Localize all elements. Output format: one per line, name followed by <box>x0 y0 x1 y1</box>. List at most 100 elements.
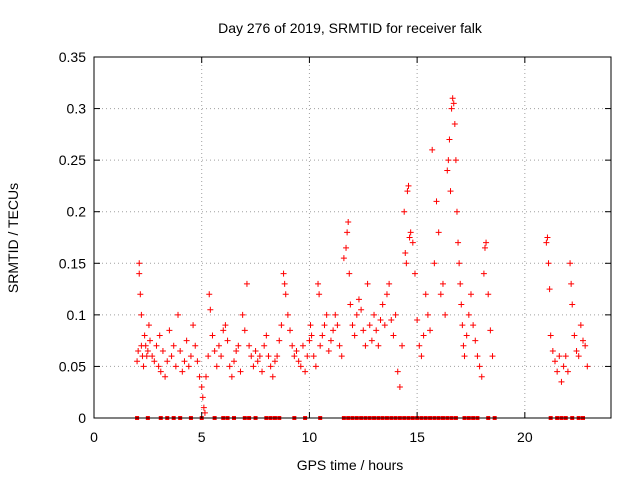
data-point <box>299 342 306 349</box>
data-point <box>460 342 467 349</box>
data-point <box>445 157 452 164</box>
data-point <box>284 311 291 318</box>
x-tick-label: 15 <box>409 429 425 445</box>
data-point <box>478 373 485 380</box>
data-point <box>256 353 263 360</box>
data-point <box>579 337 586 344</box>
data-point <box>155 363 162 370</box>
data-point <box>377 317 384 324</box>
y-tick-label: 0.35 <box>59 49 86 65</box>
data-point <box>190 322 197 329</box>
data-point <box>304 353 311 360</box>
data-point <box>211 347 218 354</box>
data-point <box>224 337 231 344</box>
data-point <box>396 384 403 391</box>
data-point <box>140 363 147 370</box>
data-point <box>546 286 553 293</box>
data-point <box>455 239 462 246</box>
data-point <box>201 409 208 416</box>
data-point <box>142 342 149 349</box>
data-point <box>416 342 423 349</box>
data-point <box>330 327 337 334</box>
data-point <box>319 332 326 339</box>
data-point <box>543 239 550 246</box>
data-point <box>446 136 453 143</box>
data-point <box>149 353 156 360</box>
data-point <box>145 322 152 329</box>
data-point <box>411 270 418 277</box>
data-point <box>209 332 216 339</box>
x-tick-label: 0 <box>90 429 98 445</box>
data-point <box>457 280 464 287</box>
data-point <box>187 353 194 360</box>
data-point <box>246 342 253 349</box>
data-point <box>218 353 225 360</box>
y-tick-label: 0.25 <box>59 152 86 168</box>
data-point <box>220 327 227 334</box>
data-point <box>458 301 465 308</box>
data-point <box>472 337 479 344</box>
data-point <box>402 249 409 256</box>
data-point <box>551 358 558 365</box>
data-point <box>278 322 285 329</box>
data-point <box>456 260 463 267</box>
data-point <box>358 306 365 313</box>
data-point <box>351 332 358 339</box>
data-point <box>344 229 351 236</box>
data-point <box>144 347 151 354</box>
data-point <box>248 353 255 360</box>
x-axis-label: GPS time / hours <box>297 457 404 473</box>
data-point <box>181 358 188 365</box>
data-point <box>480 270 487 277</box>
y-axis-label: SRMTID / TECUs <box>5 183 21 293</box>
data-point <box>206 291 213 298</box>
data-point <box>332 311 339 318</box>
data-point <box>198 384 205 391</box>
data-point <box>135 347 142 354</box>
data-point <box>231 358 238 365</box>
data-point <box>271 358 278 365</box>
data-point <box>418 353 425 360</box>
data-point <box>233 347 240 354</box>
tick-labels: 0 5 10 15 20 0 0.05 0.1 0.15 0.2 0.25 0.3 0.35 <box>59 49 533 445</box>
data-point <box>243 280 250 287</box>
data-point <box>287 327 294 334</box>
data-point <box>293 347 300 354</box>
data-point <box>459 322 466 329</box>
data-point <box>136 270 143 277</box>
data-point <box>259 368 266 375</box>
data-point <box>192 342 199 349</box>
data-point <box>399 342 406 349</box>
data-point <box>336 342 343 349</box>
data-point <box>347 301 354 308</box>
data-point <box>168 353 175 360</box>
data-point <box>321 322 328 329</box>
x-tick-label: 10 <box>302 429 318 445</box>
data-point <box>254 358 261 365</box>
data-point <box>406 234 413 241</box>
data-point <box>485 291 492 298</box>
data-point <box>213 363 220 370</box>
data-point <box>390 332 397 339</box>
data-point <box>196 373 203 380</box>
data-point <box>134 358 141 365</box>
data-point <box>560 363 567 370</box>
data-point <box>435 229 442 236</box>
data-point <box>422 291 429 298</box>
data-point <box>447 188 454 195</box>
data-point <box>401 208 408 215</box>
data-point <box>295 358 302 365</box>
data-point <box>582 342 589 349</box>
data-point <box>562 353 569 360</box>
data-point <box>439 280 446 287</box>
data-point <box>159 347 166 354</box>
data-point <box>362 342 369 349</box>
data-point <box>327 337 334 344</box>
data-point <box>239 311 246 318</box>
data-point <box>203 373 210 380</box>
data-point <box>453 208 460 215</box>
data-point <box>364 280 371 287</box>
data-point <box>386 280 393 287</box>
